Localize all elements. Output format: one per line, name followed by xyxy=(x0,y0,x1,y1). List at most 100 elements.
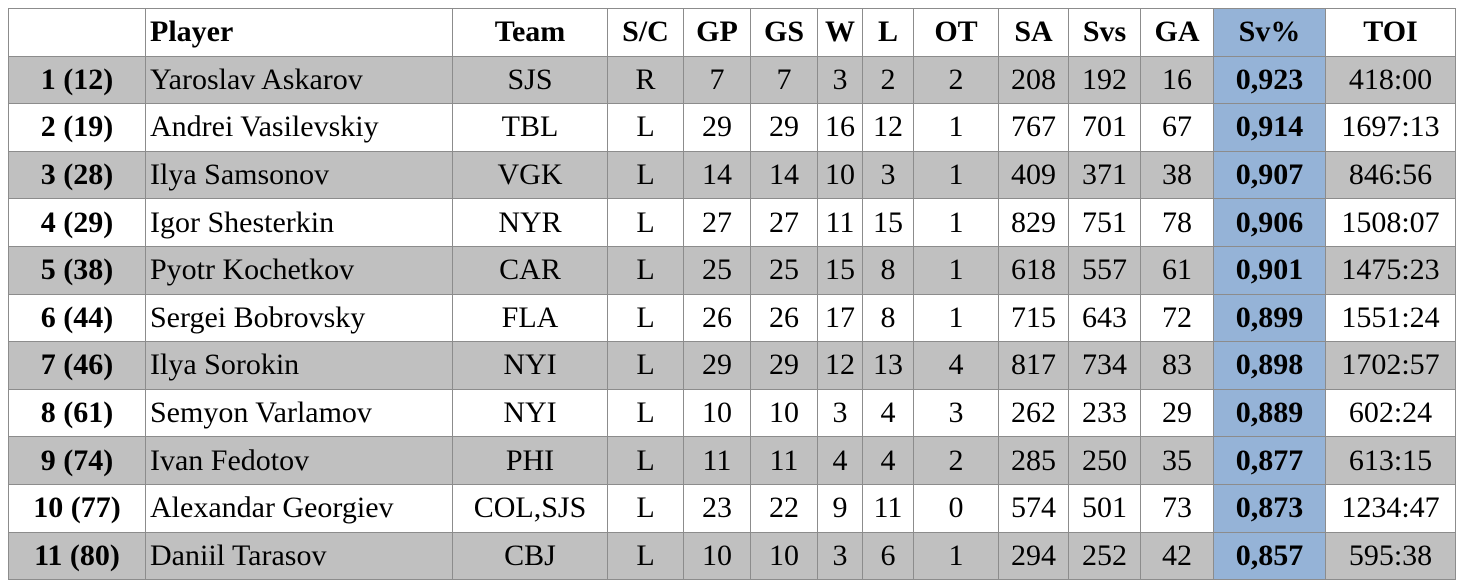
table-cell: 0,923 xyxy=(1213,55,1326,105)
table-cell: 27 xyxy=(683,198,751,247)
table-cell: 0,877 xyxy=(1213,436,1326,485)
table-cell: 1 xyxy=(913,198,999,247)
table-cell: Sergei Bobrovsky xyxy=(145,293,453,343)
table-row: 7 (46) Ilya Sorokin NYI L 29 29 12 13 4 817 734 83 0… xyxy=(8,341,1456,390)
table-cell: 78 xyxy=(1140,198,1214,247)
table-cell: Alexandar Georgiev xyxy=(145,483,453,533)
table-cell: 72 xyxy=(1140,293,1214,343)
table-cell: PHI xyxy=(452,436,608,485)
table-cell: Igor Shesterkin xyxy=(145,198,453,247)
header-cell: L xyxy=(862,8,914,57)
table-cell: 767 xyxy=(998,103,1069,152)
table-row: 3 (28) Ilya Samsonov VGK L 14 14 10 3 1 409 371 38 0… xyxy=(8,150,1456,200)
table-cell: 2 xyxy=(862,55,914,105)
table-cell: L xyxy=(607,341,684,390)
table-cell: 7 xyxy=(683,55,751,105)
table-cell: 4 xyxy=(913,341,999,390)
table-cell: 1 xyxy=(913,245,999,295)
table-cell: Ilya Samsonov xyxy=(145,150,453,200)
table-cell: 27 xyxy=(750,198,818,247)
table-cell: 25 xyxy=(683,245,751,295)
table-cell: 0,901 xyxy=(1213,245,1326,295)
table-cell: 12 xyxy=(862,103,914,152)
table-cell: 2 xyxy=(913,55,999,105)
table-cell: NYI xyxy=(452,388,608,438)
table-cell: 9 (74) xyxy=(8,436,146,485)
table-cell: 3 xyxy=(862,150,914,200)
header-cell: Team xyxy=(452,8,608,57)
table-cell: 2 xyxy=(913,436,999,485)
table-cell: 250 xyxy=(1068,436,1141,485)
table-cell: 0,906 xyxy=(1213,198,1326,247)
table-cell: 0,873 xyxy=(1213,483,1326,533)
table-cell: 409 xyxy=(998,150,1069,200)
table-cell: 83 xyxy=(1140,341,1214,390)
table-cell: 3 xyxy=(817,531,863,581)
table-cell: 10 xyxy=(683,388,751,438)
header-cell: GA xyxy=(1140,8,1214,57)
header-row: Player Team S/C GP GS W L OT SA Svs GA Sv% TOI xyxy=(8,8,1456,57)
table-cell: 25 xyxy=(750,245,818,295)
table-cell: 1508:07 xyxy=(1325,198,1456,247)
table-cell: Pyotr Kochetkov xyxy=(145,245,453,295)
table-cell: 3 xyxy=(817,55,863,105)
table-cell: 7 (46) xyxy=(8,341,146,390)
table-cell: 418:00 xyxy=(1325,55,1456,105)
table-cell: 0,907 xyxy=(1213,150,1326,200)
table-cell: 22 xyxy=(750,483,818,533)
table-cell: 11 xyxy=(683,436,751,485)
table-cell: 371 xyxy=(1068,150,1141,200)
table-cell: 11 xyxy=(817,198,863,247)
table-cell: 10 xyxy=(750,531,818,581)
table-cell: L xyxy=(607,293,684,343)
table-cell: 15 xyxy=(817,245,863,295)
table-cell: 10 xyxy=(750,388,818,438)
table-cell: 0 xyxy=(913,483,999,533)
table-cell: CAR xyxy=(452,245,608,295)
table-cell: 1 xyxy=(913,531,999,581)
table-cell: 3 xyxy=(913,388,999,438)
table-cell: 613:15 xyxy=(1325,436,1456,485)
table-row: 4 (29) Igor Shesterkin NYR L 27 27 11 15 1 829 751… xyxy=(8,198,1456,247)
table-cell: 574 xyxy=(998,483,1069,533)
table-cell: CBJ xyxy=(452,531,608,581)
table-cell: NYI xyxy=(452,341,608,390)
table-cell: L xyxy=(607,198,684,247)
header-cell: OT xyxy=(913,8,999,57)
table-row: 5 (38) Pyotr Kochetkov CAR L 25 25 15 8 1 618 557 6… xyxy=(8,245,1456,295)
header-cell: S/C xyxy=(607,8,684,57)
table-cell: 1 (12) xyxy=(8,55,146,105)
table-cell: 595:38 xyxy=(1325,531,1456,581)
header-cell: TOI xyxy=(1325,8,1456,57)
table-cell: L xyxy=(607,436,684,485)
table-cell: 26 xyxy=(683,293,751,343)
table-cell: 208 xyxy=(998,55,1069,105)
table-cell: 4 xyxy=(817,436,863,485)
table-cell: 15 xyxy=(862,198,914,247)
table-cell: Yaroslav Askarov xyxy=(145,55,453,105)
table-cell: 8 xyxy=(862,293,914,343)
table-cell: FLA xyxy=(452,293,608,343)
table-cell: VGK xyxy=(452,150,608,200)
table-cell: L xyxy=(607,531,684,581)
table-cell: Andrei Vasilevskiy xyxy=(145,103,453,152)
table-cell: 73 xyxy=(1140,483,1214,533)
table-row: 9 (74) Ivan Fedotov PHI L 11 11 4 4 2 285 250 35 0,8… xyxy=(8,436,1456,485)
table-cell: NYR xyxy=(452,198,608,247)
table-cell: L xyxy=(607,388,684,438)
table-row: 1 (12) Yaroslav Askarov SJS R 7 7 3 2 2 208 192 16 0… xyxy=(8,55,1456,105)
table-cell: 16 xyxy=(1140,55,1214,105)
table-cell: 0,898 xyxy=(1213,341,1326,390)
table-cell: 29 xyxy=(1140,388,1214,438)
table-cell: 23 xyxy=(683,483,751,533)
table-cell: 12 xyxy=(817,341,863,390)
header-cell: Svs xyxy=(1068,8,1141,57)
table-cell: 6 xyxy=(862,531,914,581)
table-cell: 4 xyxy=(862,388,914,438)
header-cell xyxy=(8,8,146,57)
table-cell: 14 xyxy=(750,150,818,200)
table-cell: 285 xyxy=(998,436,1069,485)
table-cell: 5 (38) xyxy=(8,245,146,295)
table-cell: 11 (80) xyxy=(8,531,146,581)
